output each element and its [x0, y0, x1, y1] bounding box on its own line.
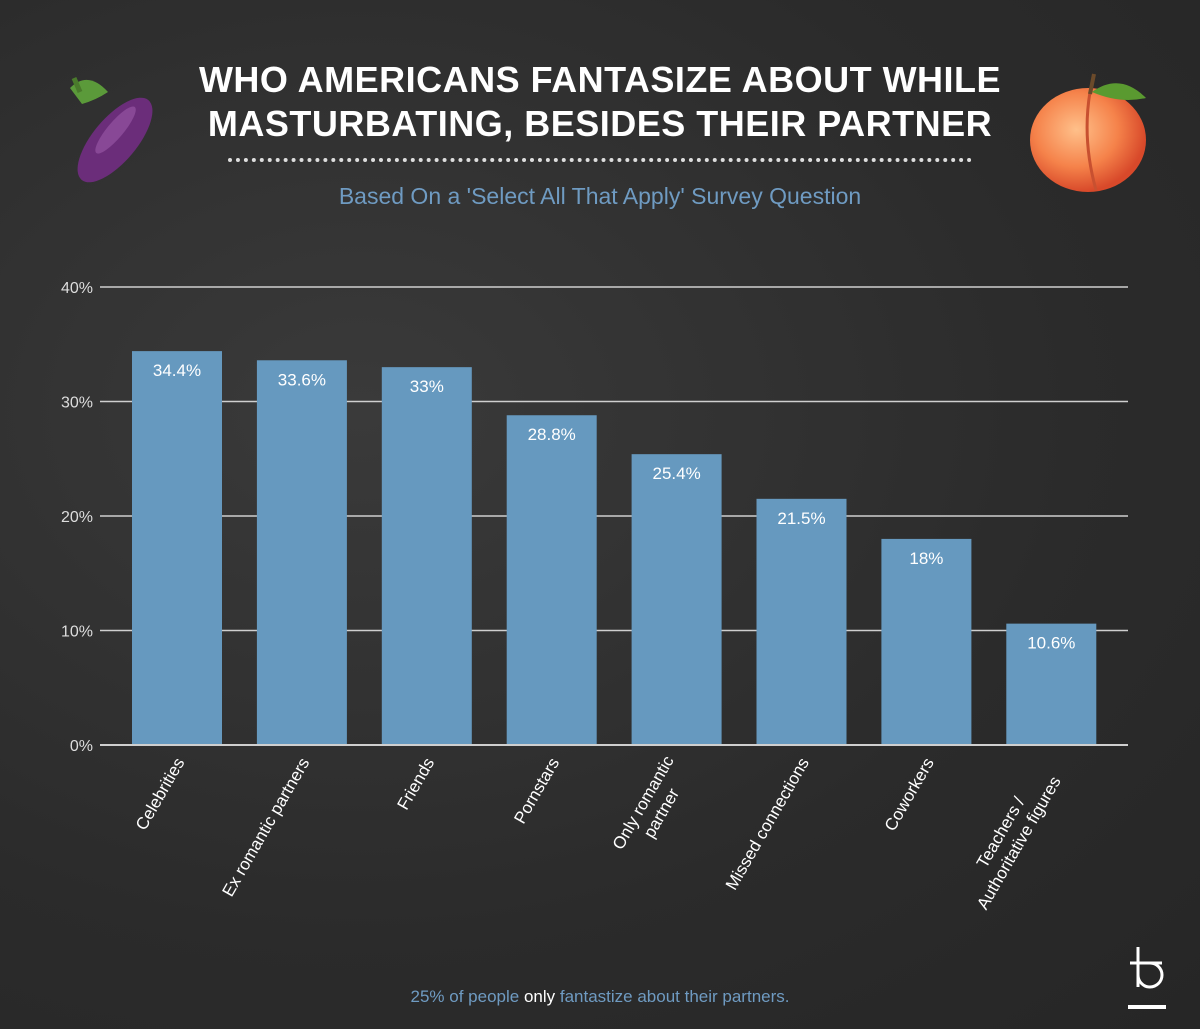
y-tick-label: 10% [61, 624, 93, 641]
brand-logo-icon [1128, 947, 1166, 1009]
data-label: 25.4% [652, 464, 700, 483]
x-tick-label: Ex romantic partners [218, 755, 313, 900]
x-tick-label: Teachers /Authoritative figures [955, 763, 1065, 913]
data-label: 34.4% [153, 361, 201, 380]
x-tick-label: Friends [393, 755, 438, 814]
title-divider [228, 158, 972, 162]
data-label: 28.8% [528, 425, 576, 444]
x-tick-label: Missed connections [722, 755, 813, 894]
x-tick-label: Coworkers [881, 755, 938, 835]
x-tick-label-line: Celebrities [132, 755, 189, 834]
chart-title: WHO AMERICANS FANTASIZE ABOUT WHILE MAST… [198, 59, 1002, 144]
data-label: 33.6% [278, 370, 326, 389]
x-tick-label-line: Coworkers [881, 755, 938, 835]
x-tick-label: Only romanticpartner [609, 752, 696, 863]
y-tick-label: 40% [61, 280, 93, 297]
bar [756, 498, 847, 745]
bar [1006, 623, 1097, 745]
x-tick-label-line: Ex romantic partners [218, 755, 313, 900]
data-label: 33% [410, 377, 444, 396]
data-label: 18% [909, 549, 943, 568]
bar [506, 415, 597, 745]
chart-subtitle: Based On a 'Select All That Apply' Surve… [338, 183, 862, 209]
bar [881, 538, 972, 745]
bar [256, 360, 347, 745]
bar [381, 367, 472, 745]
y-tick-label: 0% [70, 738, 93, 755]
x-tick-label-line: Missed connections [722, 755, 813, 894]
x-tick-label: Celebrities [132, 755, 189, 834]
x-tick-label: Pornstars [510, 755, 563, 828]
data-label: 21.5% [777, 509, 825, 528]
bar [631, 454, 722, 745]
x-tick-label-line: Friends [393, 755, 438, 814]
y-tick-label: 20% [61, 509, 93, 526]
y-tick-label: 30% [61, 395, 93, 412]
x-tick-label-line: Pornstars [510, 755, 563, 828]
data-label: 10.6% [1027, 634, 1075, 653]
bar [132, 351, 222, 745]
footnote: 25% of people only fantastize about thei… [410, 987, 790, 1006]
